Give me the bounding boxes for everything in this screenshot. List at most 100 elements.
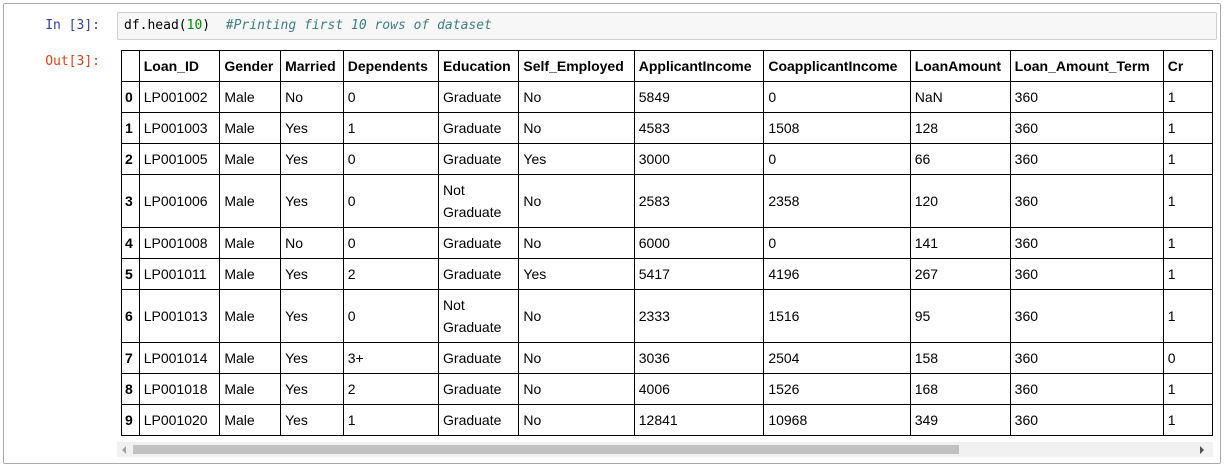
- table-cell: 3036: [633, 342, 765, 374]
- scroll-right-arrow[interactable]: [1200, 446, 1204, 454]
- table-cell: No: [518, 81, 635, 113]
- table-cell: 360: [1009, 227, 1164, 259]
- table-cell: No: [518, 227, 635, 259]
- table-cell: No: [518, 404, 635, 436]
- table-cell: Graduate: [438, 373, 520, 405]
- table-cell: 141: [909, 227, 1011, 259]
- table-cell: 2358: [763, 174, 911, 228]
- table-cell: 267: [909, 258, 1011, 290]
- table-cell: 168: [909, 373, 1011, 405]
- table-row: 5 LP001011 Male Yes 2 Graduate Yes 5417 4196 267 3…: [121, 258, 1213, 290]
- row-index: 6: [121, 289, 140, 343]
- table-cell: Graduate: [438, 112, 520, 144]
- table-cell: Male: [219, 227, 282, 259]
- table-cell: NaN: [909, 81, 1011, 113]
- table-cell: No: [518, 373, 635, 405]
- column-header: Married: [280, 50, 344, 82]
- column-header: Gender: [219, 50, 282, 82]
- column-header: LoanAmount: [909, 50, 1011, 82]
- table-cell: 360: [1009, 81, 1164, 113]
- table-cell: 1: [1162, 174, 1213, 228]
- table-cell: 1: [1162, 373, 1213, 405]
- table-cell: 0: [342, 227, 440, 259]
- table-cell: Male: [219, 81, 282, 113]
- scroll-thumb[interactable]: [133, 445, 959, 454]
- table-cell: Yes: [280, 373, 344, 405]
- table-cell: 5417: [633, 258, 765, 290]
- table-cell: 95: [909, 289, 1011, 343]
- table-cell: 4583: [633, 112, 765, 144]
- table-cell: Male: [219, 143, 282, 175]
- table-cell: 12841: [633, 404, 765, 436]
- table-cell: No: [280, 81, 344, 113]
- table-cell: 0: [1162, 342, 1213, 374]
- table-cell: Male: [219, 174, 282, 228]
- table-cell: Yes: [280, 143, 344, 175]
- table-cell: 349: [909, 404, 1011, 436]
- table-cell: 360: [1009, 342, 1164, 374]
- table-row: 2 LP001005 Male Yes 0 Graduate Yes 3000 0 66 360 1: [121, 143, 1213, 175]
- column-header: CoapplicantIncome: [763, 50, 911, 82]
- table-cell: LP001003: [138, 112, 221, 144]
- table-cell: 0: [763, 227, 911, 259]
- table-cell: LP001013: [138, 289, 221, 343]
- table-row: 3 LP001006 Male Yes 0 Not Graduate No 2583 2358 1…: [121, 174, 1213, 228]
- table-cell: 3+: [342, 342, 440, 374]
- row-index: 4: [121, 227, 140, 259]
- table-cell: Yes: [280, 289, 344, 343]
- table-cell: 1: [342, 404, 440, 436]
- table-cell: Graduate: [438, 81, 520, 113]
- code-comment: #Printing first 10 rows of dataset: [225, 18, 492, 33]
- table-cell: Yes: [280, 404, 344, 436]
- row-index: 5: [121, 258, 140, 290]
- scroll-left-arrow[interactable]: [122, 446, 126, 454]
- table-cell: 360: [1009, 373, 1164, 405]
- table-cell: No: [280, 227, 344, 259]
- table-cell: LP001018: [138, 373, 221, 405]
- table-cell: Male: [219, 289, 282, 343]
- input-prompt: In [3]:: [45, 18, 100, 33]
- column-header: Education: [438, 50, 520, 82]
- table-cell: 1: [342, 112, 440, 144]
- table-cell: 2333: [633, 289, 765, 343]
- row-index: 8: [121, 373, 140, 405]
- table-row: 1 LP001003 Male Yes 1 Graduate No 4583 1508 128 36…: [121, 112, 1213, 144]
- header-row: Loan_ID Gender Married Dependents Education S…: [121, 50, 1213, 82]
- table-cell: 360: [1009, 404, 1164, 436]
- table-cell: LP001002: [138, 81, 221, 113]
- row-index: 7: [121, 342, 140, 374]
- table-cell: 1: [1162, 258, 1213, 290]
- table-cell: Graduate: [438, 404, 520, 436]
- table-cell: Yes: [280, 342, 344, 374]
- code-input[interactable]: df.head(10) #Printing first 10 rows of d…: [117, 12, 1217, 40]
- table-row: 4 LP001008 Male No 0 Graduate No 6000 0 141 360 1: [121, 227, 1213, 259]
- code: ): [202, 18, 211, 33]
- table-cell: 1508: [763, 112, 911, 144]
- row-index: 2: [121, 143, 140, 175]
- table-cell: 1: [1162, 81, 1213, 113]
- table-row: 6 LP001013 Male Yes 0 Not Graduate No 2333 1516 9…: [121, 289, 1213, 343]
- table-cell: 1: [1162, 112, 1213, 144]
- table-cell: 66: [909, 143, 1011, 175]
- dataframe-table: Loan_ID Gender Married Dependents Education S…: [121, 50, 1213, 436]
- table-cell: Male: [219, 112, 282, 144]
- table-cell: 360: [1009, 143, 1164, 175]
- table-cell: Male: [219, 342, 282, 374]
- notebook-cell[interactable]: In [3]: df.head(10) #Printing first 10 r…: [3, 3, 1221, 464]
- table-cell: Graduate: [438, 143, 520, 175]
- horizontal-scrollbar[interactable]: [117, 442, 1213, 457]
- table-cell: 1: [1162, 227, 1213, 259]
- table-cell: Graduate: [438, 258, 520, 290]
- table-cell: 4196: [763, 258, 911, 290]
- table-cell: Graduate: [438, 342, 520, 374]
- column-header: Self_Employed: [518, 50, 635, 82]
- table-cell: 360: [1009, 112, 1164, 144]
- code-number: 10: [186, 18, 203, 33]
- table-cell: 0: [342, 174, 440, 228]
- table-cell: No: [518, 174, 635, 228]
- table-cell: No: [518, 112, 635, 144]
- table-cell: 1526: [763, 373, 911, 405]
- row-index: 1: [121, 112, 140, 144]
- table-row: 0 LP001002 Male No 0 Graduate No 5849 0 NaN 360 1: [121, 81, 1213, 113]
